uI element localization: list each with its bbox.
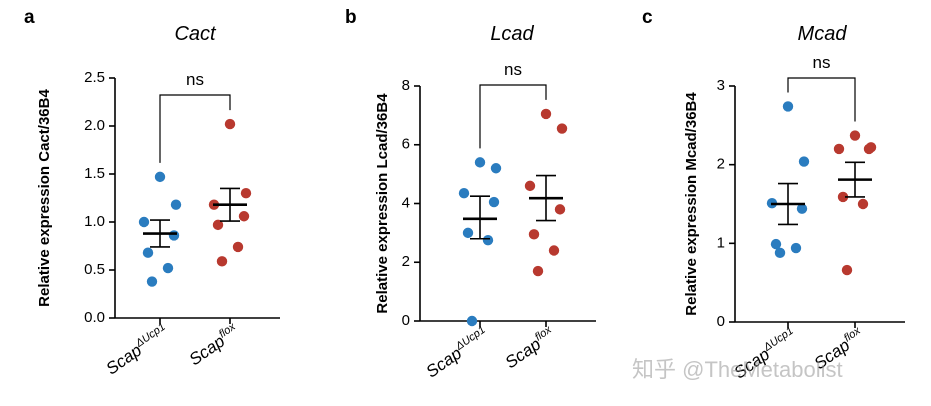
y-tick-label: 2.5 (84, 69, 105, 86)
data-point-group1 (462, 227, 474, 239)
data-point-group2 (540, 108, 552, 120)
data-point-group2 (532, 265, 544, 277)
data-point-group1 (474, 157, 486, 168)
data-point-group1 (770, 238, 782, 250)
data-point-group1 (482, 235, 494, 246)
y-tick-label: 2.0 (84, 117, 105, 134)
data-point-group1 (138, 216, 150, 228)
significance-bracket (479, 84, 547, 149)
chart-title: Cact (174, 23, 217, 45)
data-point-group1 (458, 188, 470, 199)
y-axis-label: Relative expression Cact/36B4 (36, 89, 53, 307)
y-tick-label: 2 (717, 156, 725, 173)
x-tick-label-superscript: ΔUcp1 (761, 325, 796, 354)
significance-bracket (787, 77, 856, 122)
data-point-group1 (466, 315, 478, 327)
significance-bracket (159, 94, 231, 163)
data-point-group1 (796, 203, 808, 214)
data-point-group2 (238, 211, 250, 222)
watermark: 知乎 @TheMetabolist (632, 357, 843, 382)
data-point-group2 (849, 130, 861, 141)
panel-letter: c (642, 7, 653, 28)
panel-a: a Cact Relative expression Cact/36B4 0.0 0.5… (24, 7, 280, 378)
data-point-group2 (528, 229, 540, 240)
data-point-group2 (833, 143, 845, 155)
chart-title: Lcad (490, 23, 534, 45)
data-point-group1 (162, 262, 174, 274)
data-point-group1 (168, 230, 180, 241)
y-tick-label: 1.5 (84, 165, 105, 182)
significance-label: ns (504, 60, 522, 79)
x-tick-label: Scapflox (185, 321, 243, 370)
data-point-group1 (490, 163, 502, 174)
data-point-group2 (224, 118, 236, 130)
data-point-group2 (524, 180, 536, 192)
data-point-group1 (790, 242, 802, 254)
y-tick-label: 2 (402, 253, 410, 270)
x-tick-label-superscript: ΔUcp1 (133, 321, 168, 350)
y-tick-label: 0.0 (84, 309, 105, 326)
data-point-group1 (774, 247, 786, 258)
x-tick-label: Scapflox (501, 324, 559, 373)
data-point-group2 (837, 191, 849, 203)
y-tick-label: 0 (402, 312, 410, 329)
y-axis-label: Relative expression Mcad/36B4 (683, 92, 700, 316)
data-point-group2 (240, 188, 252, 199)
data-point-group2 (232, 241, 244, 253)
data-point-group1 (488, 196, 500, 208)
significance-label: ns (186, 70, 204, 89)
chart-title: Mcad (798, 23, 848, 45)
significance-label: ns (813, 53, 831, 72)
y-tick-label: 1.0 (84, 213, 105, 230)
data-point-group2 (841, 264, 853, 276)
panel-letter: a (24, 7, 35, 28)
data-point-group2 (556, 123, 568, 134)
y-tick-label: 8 (402, 77, 410, 94)
data-point-group1 (782, 101, 794, 112)
x-tick-label: ScapΔUcp1 (422, 324, 492, 382)
data-point-group2 (863, 143, 875, 155)
data-point-group2 (554, 204, 566, 215)
data-point-group1 (170, 199, 182, 210)
data-point-group2 (857, 198, 869, 210)
data-point-group2 (212, 219, 224, 231)
data-point-group1 (798, 156, 810, 167)
y-tick-label: 1 (717, 234, 725, 251)
data-point-group2 (216, 256, 228, 267)
y-tick-label: 4 (402, 194, 410, 211)
x-tick-label-superscript: ΔUcp1 (453, 324, 488, 353)
data-point-group1 (154, 171, 166, 183)
data-point-group2 (548, 245, 560, 256)
y-tick-label: 0 (717, 313, 725, 330)
y-tick-label: 0.5 (84, 261, 105, 278)
data-point-group1 (142, 247, 154, 258)
y-axis-label: Relative expression Lcad/36B4 (374, 93, 391, 314)
data-point-group1 (146, 276, 158, 287)
y-tick-label: 3 (717, 77, 725, 94)
panel-b: b Lcad Relative expression Lcad/36B4 0 2 4 6 8 S… (345, 7, 596, 381)
panel-letter: b (345, 7, 357, 28)
y-tick-label: 6 (402, 136, 410, 153)
x-tick-label: ScapΔUcp1 (102, 321, 172, 379)
